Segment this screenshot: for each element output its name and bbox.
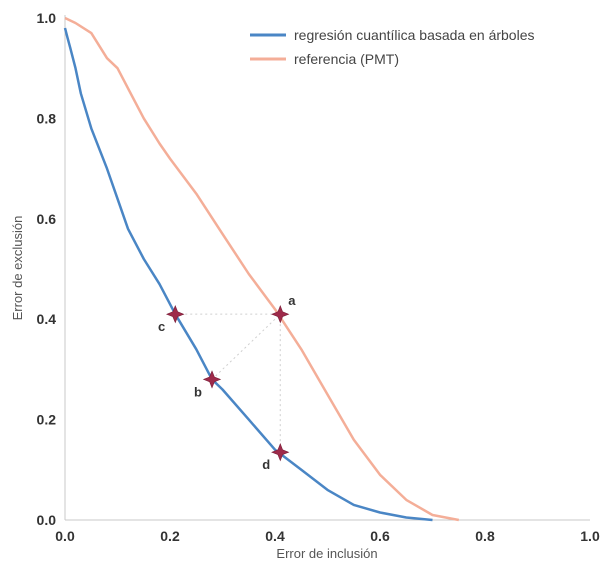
series-lines: [63, 16, 460, 522]
y-tick-label: 0.0: [37, 512, 57, 528]
series-line-pmt: [64, 16, 460, 522]
legend: regresión cuantílica basada en árboles r…: [250, 27, 535, 67]
y-tick-label: 1.0: [37, 10, 57, 26]
y-tick-label: 0.4: [37, 311, 57, 327]
legend-label-quantile: regresión cuantílica basada en árboles: [294, 27, 535, 43]
y-tick-label: 0.8: [37, 110, 57, 126]
x-tick-labels: 0.0 0.2 0.4 0.6 0.8 1.0: [55, 528, 600, 544]
point-label-d: d: [262, 457, 270, 472]
y-tick-label: 0.6: [37, 211, 57, 227]
guide-lines: [175, 313, 281, 453]
x-tick-label: 0.8: [475, 528, 495, 544]
guide-line-b-a: [211, 313, 281, 380]
x-tick-label: 0.4: [265, 528, 285, 544]
axes: [64, 15, 590, 521]
x-tick-label: 0.0: [55, 528, 75, 544]
x-axis-label: Error de inclusión: [276, 546, 377, 561]
x-tick-label: 0.6: [370, 528, 390, 544]
point-marker-d: [271, 442, 290, 462]
point-marker-a: [271, 304, 290, 324]
legend-label-pmt: referencia (PMT): [294, 51, 399, 67]
point-marker-b: [202, 370, 222, 389]
point-label-b: b: [194, 384, 202, 399]
y-axis-label: Error de exclusión: [10, 216, 25, 321]
x-tick-label: 1.0: [580, 528, 600, 544]
y-tick-label: 0.2: [37, 412, 57, 428]
x-tick-label: 0.2: [160, 528, 180, 544]
highlight-points: a b c d: [158, 293, 296, 472]
y-tick-labels: 0.0 0.2 0.4 0.6 0.8 1.0: [37, 10, 57, 528]
point-label-c: c: [158, 319, 165, 334]
point-marker-c: [165, 305, 185, 324]
point-label-a: a: [288, 293, 296, 308]
